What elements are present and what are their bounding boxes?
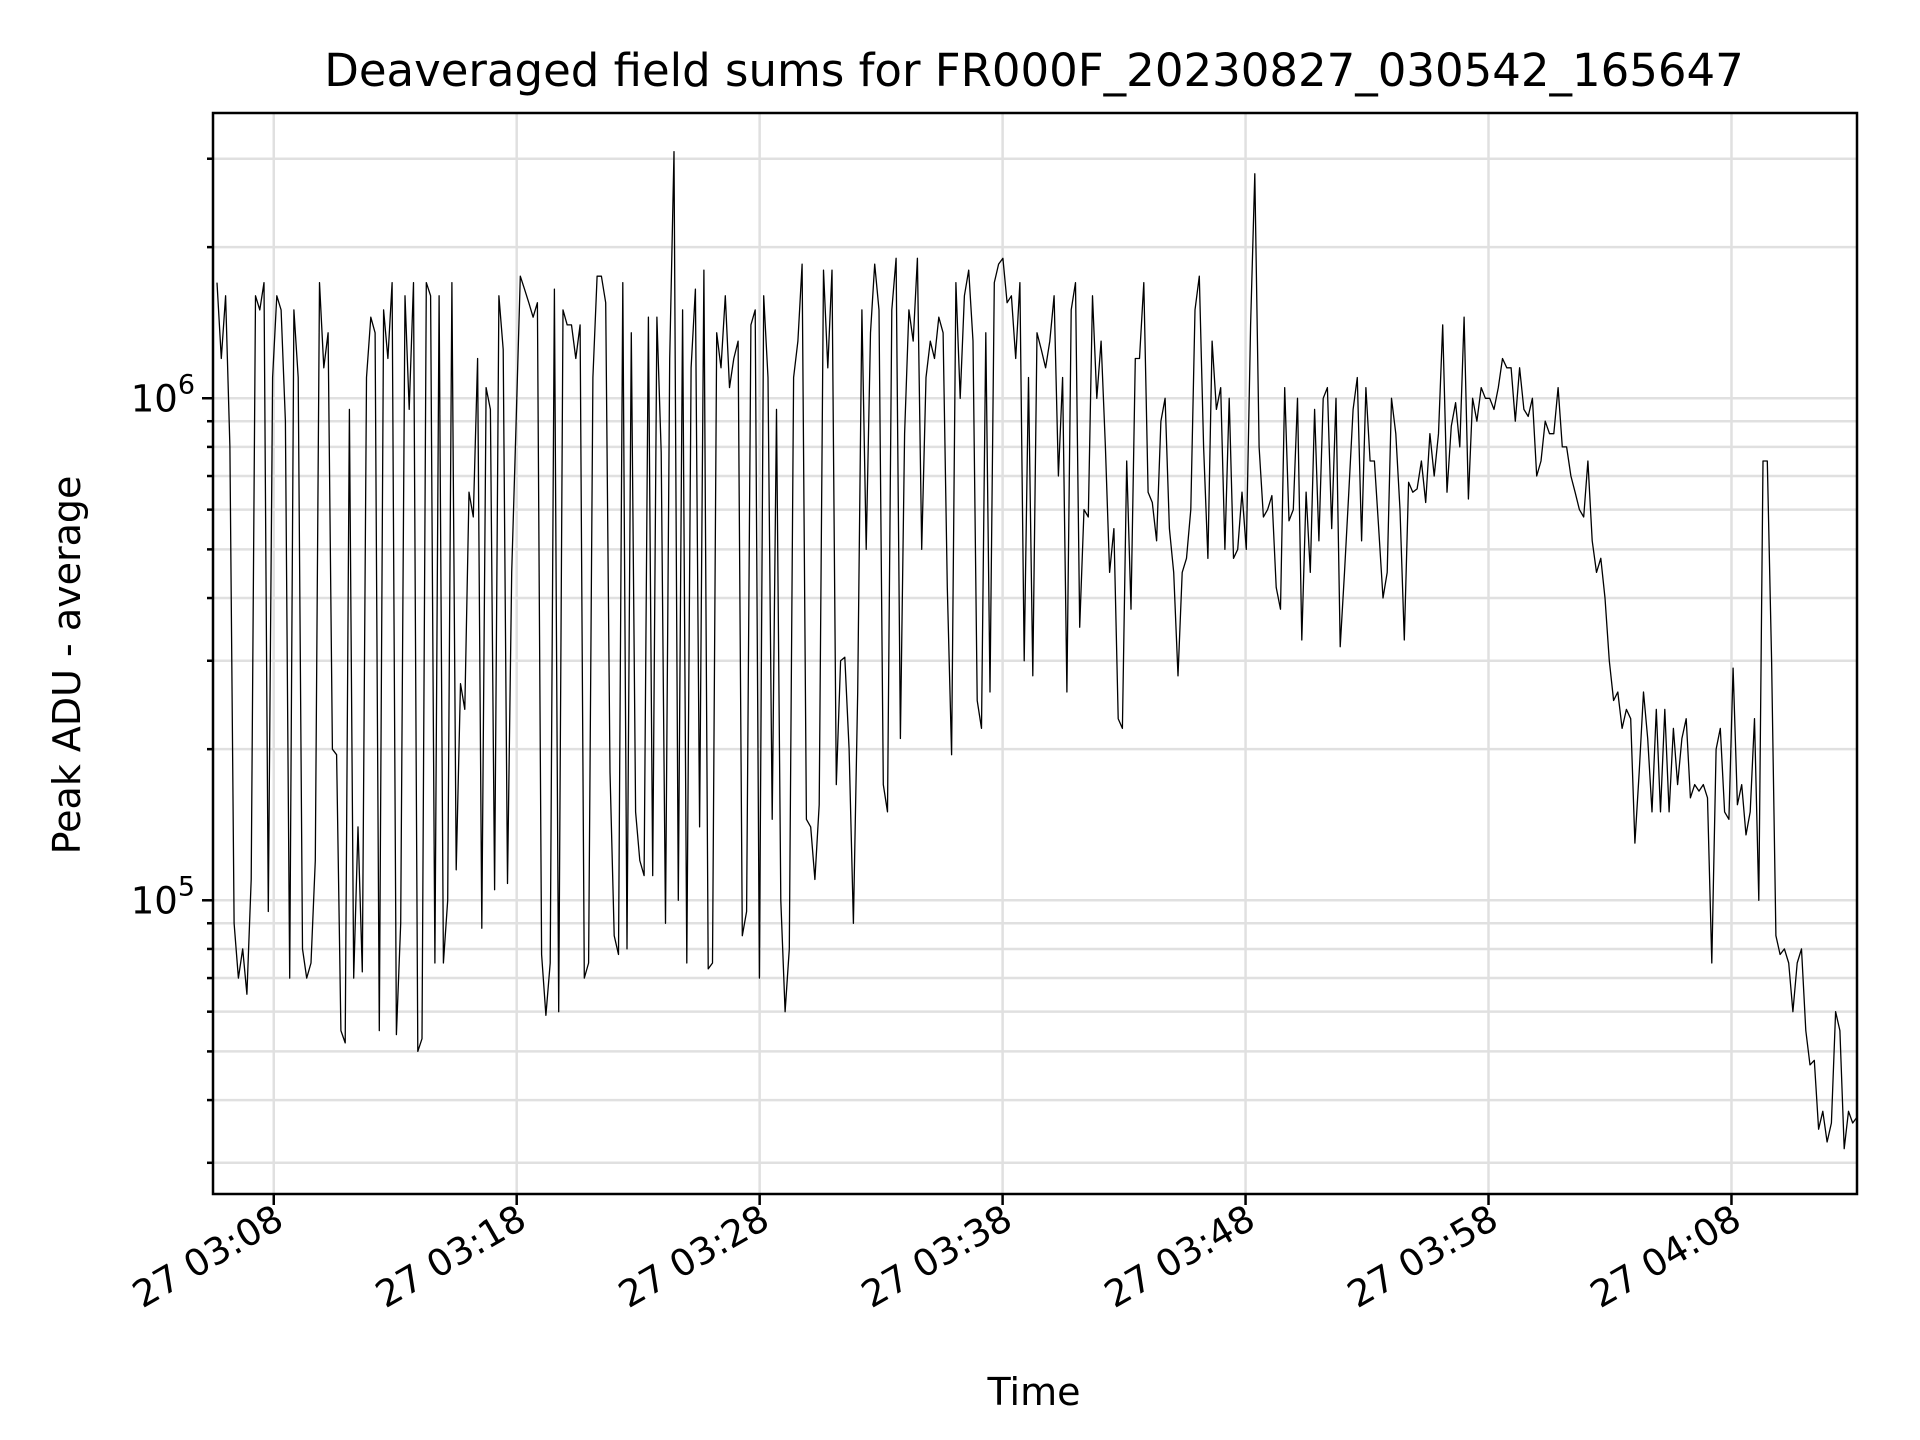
y-tick-label: 105 [131, 871, 195, 922]
series-layer [216, 150, 1858, 1150]
plot-frame [211, 111, 1859, 1196]
y-tick-label: 106 [131, 369, 195, 420]
chart-title: Deaveraged field sums for FR000F_2023082… [324, 44, 1744, 97]
x-axis-label: Time [987, 1370, 1081, 1414]
series-line [216, 150, 1858, 1150]
y-axis-label: Peak ADU - average [45, 476, 89, 855]
